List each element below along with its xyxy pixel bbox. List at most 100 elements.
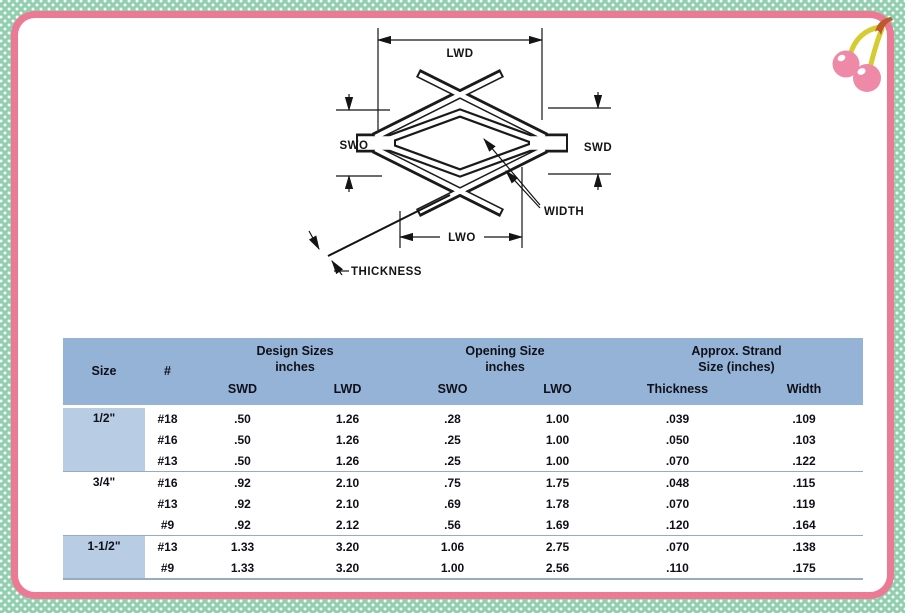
cell-swd: .50 bbox=[190, 429, 295, 450]
table-row: 1/2" #18 .50 1.26 .28 1.00 .039 .109 bbox=[63, 405, 864, 472]
cell-width: .115 bbox=[745, 471, 864, 493]
col-header-lwo: LWO bbox=[505, 382, 610, 407]
cell-num: #18 bbox=[145, 405, 190, 429]
cell-lwd: 1.26 bbox=[295, 405, 400, 429]
width-leaders bbox=[483, 138, 541, 209]
cell-width: .103 bbox=[745, 429, 864, 450]
cell-thickness: .070 bbox=[610, 535, 745, 557]
lwo-dimension bbox=[398, 167, 524, 248]
cell-width: .109 bbox=[745, 405, 864, 429]
cell-width: .175 bbox=[745, 557, 864, 579]
col-header-number: # bbox=[145, 338, 190, 407]
table-row: #16 .50 1.26 .25 1.00 .050 .103 bbox=[63, 429, 864, 450]
group-header-line: inches bbox=[275, 360, 315, 374]
table-row: #9 1.33 3.20 1.00 2.56 .110 .175 bbox=[63, 557, 864, 579]
cell-lwo: 1.00 bbox=[505, 429, 610, 450]
size-cell: 1/2" bbox=[63, 405, 145, 472]
cell-lwd: 3.20 bbox=[295, 557, 400, 579]
cell-num: #13 bbox=[145, 493, 190, 514]
cell-lwo: 2.75 bbox=[505, 535, 610, 557]
table-row: #9 .92 2.12 .56 1.69 .120 .164 bbox=[63, 514, 864, 536]
spec-table: Size # Design Sizes inches Opening Size … bbox=[63, 338, 864, 580]
cell-lwd: 3.20 bbox=[295, 535, 400, 557]
col-header-lwd: LWD bbox=[295, 382, 400, 407]
cell-swd: .50 bbox=[190, 450, 295, 472]
swo-dimension bbox=[336, 94, 390, 192]
cell-thickness: .070 bbox=[610, 493, 745, 514]
swd-label: SWD bbox=[584, 142, 612, 154]
col-header-swd: SWD bbox=[190, 382, 295, 407]
cell-num: #13 bbox=[145, 450, 190, 472]
cell-thickness: .070 bbox=[610, 450, 745, 472]
cell-swd: 1.33 bbox=[190, 557, 295, 579]
group-header-line: inches bbox=[485, 360, 525, 374]
thickness-callout bbox=[308, 194, 451, 276]
cell-thickness: .050 bbox=[610, 429, 745, 450]
cell-swo: .56 bbox=[400, 514, 505, 536]
cell-lwo: 1.00 bbox=[505, 405, 610, 429]
cherry-fruit bbox=[853, 64, 881, 92]
width-label: WIDTH bbox=[544, 206, 584, 218]
cell-num: #9 bbox=[145, 514, 190, 536]
group-header-line: Design Sizes bbox=[256, 344, 334, 359]
cell-lwo: 1.78 bbox=[505, 493, 610, 514]
col-header-swo: SWO bbox=[400, 382, 505, 407]
cell-lwo: 1.00 bbox=[505, 450, 610, 472]
cell-width: .164 bbox=[745, 514, 864, 536]
cell-width: .122 bbox=[745, 450, 864, 472]
size-cell: 1-1/2" bbox=[63, 535, 145, 579]
col-header-thickness: Thickness bbox=[610, 382, 745, 407]
cell-lwd: 1.26 bbox=[295, 429, 400, 450]
table-row: #13 .50 1.26 .25 1.00 .070 .122 bbox=[63, 450, 864, 472]
cell-num: #16 bbox=[145, 429, 190, 450]
cell-swd: .92 bbox=[190, 471, 295, 493]
cell-swd: .50 bbox=[190, 405, 295, 429]
cell-swo: .25 bbox=[400, 429, 505, 450]
cell-width: .119 bbox=[745, 493, 864, 514]
cell-thickness: .110 bbox=[610, 557, 745, 579]
cell-thickness: .048 bbox=[610, 471, 745, 493]
cell-width: .138 bbox=[745, 535, 864, 557]
cell-swo: 1.00 bbox=[400, 557, 505, 579]
cherry-leaf bbox=[875, 17, 893, 35]
cell-swd: .92 bbox=[190, 493, 295, 514]
table-row: 1-1/2" #13 1.33 3.20 1.06 2.75 .070 .138 bbox=[63, 535, 864, 579]
cell-swo: .25 bbox=[400, 450, 505, 472]
mesh-pattern bbox=[356, 68, 568, 218]
col-header-size: Size bbox=[63, 338, 145, 407]
lwo-label: LWO bbox=[448, 232, 476, 244]
cell-lwd: 2.10 bbox=[295, 471, 400, 493]
size-cell: 3/4" bbox=[63, 471, 145, 536]
cell-num: #16 bbox=[145, 471, 190, 493]
cell-swo: .75 bbox=[400, 471, 505, 493]
cell-swd: 1.33 bbox=[190, 535, 295, 557]
table-row: #13 .92 2.10 .69 1.78 .070 .119 bbox=[63, 493, 864, 514]
expanded-metal-diagram: LWD SWO SWD WIDTH LWO THICKNESS bbox=[308, 28, 612, 278]
cell-swo: .69 bbox=[400, 493, 505, 514]
lwd-dimension bbox=[376, 28, 544, 130]
swd-dimension bbox=[548, 92, 611, 190]
cell-num: #9 bbox=[145, 557, 190, 579]
swo-label: SWO bbox=[340, 140, 369, 152]
cherry-icon bbox=[832, 17, 893, 92]
cell-lwo: 2.56 bbox=[505, 557, 610, 579]
group-header-design-sizes: Design Sizes inches bbox=[190, 338, 400, 382]
cell-lwd: 2.12 bbox=[295, 514, 400, 536]
cell-lwd: 2.10 bbox=[295, 493, 400, 514]
group-header-line: Opening Size bbox=[465, 344, 545, 359]
cherry-highlight bbox=[837, 54, 846, 62]
thickness-label: THICKNESS bbox=[351, 266, 422, 278]
cell-lwo: 1.69 bbox=[505, 514, 610, 536]
group-header-line: Size (inches) bbox=[698, 360, 775, 374]
cell-thickness: .039 bbox=[610, 405, 745, 429]
table-row: 3/4" #16 .92 2.10 .75 1.75 .048 .115 bbox=[63, 471, 864, 536]
cell-num: #13 bbox=[145, 535, 190, 557]
group-header-strand-size: Approx. Strand Size (inches) bbox=[610, 338, 864, 382]
cell-swo: 1.06 bbox=[400, 535, 505, 557]
cell-swd: .92 bbox=[190, 514, 295, 536]
group-header-line: Approx. Strand bbox=[691, 344, 782, 359]
cell-swo: .28 bbox=[400, 405, 505, 429]
cell-lwo: 1.75 bbox=[505, 471, 610, 493]
cherry-highlight bbox=[857, 68, 866, 75]
